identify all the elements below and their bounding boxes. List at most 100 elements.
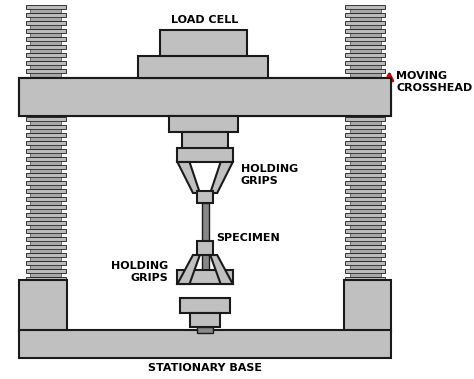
Bar xyxy=(30,218,62,221)
Bar xyxy=(350,169,381,173)
Bar xyxy=(345,197,385,201)
Bar xyxy=(350,49,381,53)
Bar xyxy=(345,213,385,218)
Bar xyxy=(350,249,381,253)
Bar xyxy=(345,237,385,241)
Bar xyxy=(350,138,381,141)
Bar xyxy=(350,33,381,37)
Bar xyxy=(19,78,391,116)
Bar xyxy=(26,197,66,201)
Bar xyxy=(345,61,385,66)
Bar xyxy=(26,181,66,185)
Bar xyxy=(30,9,62,13)
Bar xyxy=(30,66,62,69)
Bar xyxy=(350,121,381,125)
Bar xyxy=(26,37,66,41)
Bar xyxy=(345,13,385,17)
Bar xyxy=(350,265,381,269)
Bar xyxy=(26,13,66,17)
Bar xyxy=(350,241,381,245)
Bar xyxy=(26,245,66,249)
Bar xyxy=(30,233,62,237)
Bar xyxy=(26,261,66,265)
Bar xyxy=(30,121,62,125)
Text: SPECIMEN: SPECIMEN xyxy=(216,233,280,243)
Bar xyxy=(26,165,66,169)
Polygon shape xyxy=(210,162,233,193)
Bar xyxy=(26,85,66,89)
Bar xyxy=(26,77,66,81)
Bar xyxy=(30,129,62,133)
Bar xyxy=(350,185,381,189)
Bar xyxy=(345,53,385,57)
Bar xyxy=(26,237,66,241)
Bar xyxy=(160,30,246,56)
Bar xyxy=(30,97,62,101)
Bar xyxy=(345,149,385,153)
Bar xyxy=(345,221,385,226)
Bar xyxy=(345,117,385,121)
Bar xyxy=(345,269,385,273)
Bar xyxy=(30,226,62,229)
Bar xyxy=(26,53,66,57)
Bar xyxy=(345,29,385,33)
Bar xyxy=(30,169,62,173)
Bar xyxy=(26,21,66,25)
Bar xyxy=(26,157,66,161)
Bar xyxy=(30,146,62,149)
Bar xyxy=(345,277,385,281)
Bar xyxy=(19,280,67,332)
Bar xyxy=(350,273,381,277)
Bar xyxy=(345,261,385,265)
Bar xyxy=(138,56,268,78)
Bar xyxy=(30,17,62,21)
Bar xyxy=(345,205,385,210)
Bar xyxy=(30,273,62,277)
Bar xyxy=(30,49,62,53)
Bar xyxy=(26,69,66,74)
Bar xyxy=(30,257,62,261)
Bar xyxy=(350,281,381,285)
Bar xyxy=(350,41,381,45)
Bar xyxy=(30,138,62,141)
Bar xyxy=(345,229,385,233)
Text: HOLDING
GRIPS: HOLDING GRIPS xyxy=(240,164,298,186)
Bar xyxy=(345,181,385,185)
Bar xyxy=(26,117,66,121)
Bar xyxy=(26,125,66,129)
Bar xyxy=(26,277,66,281)
Bar xyxy=(26,189,66,193)
Bar xyxy=(345,93,385,97)
Bar xyxy=(345,141,385,146)
Bar xyxy=(30,210,62,213)
Bar xyxy=(350,113,381,117)
Bar xyxy=(350,161,381,165)
Bar xyxy=(30,74,62,77)
Bar xyxy=(197,327,213,333)
Bar xyxy=(350,105,381,109)
Polygon shape xyxy=(177,255,200,284)
Bar xyxy=(345,165,385,169)
Bar xyxy=(350,153,381,157)
Bar xyxy=(30,185,62,189)
Bar xyxy=(350,97,381,101)
Bar xyxy=(201,203,209,273)
Bar xyxy=(350,226,381,229)
Bar xyxy=(345,77,385,81)
Bar xyxy=(19,330,391,358)
Bar xyxy=(350,89,381,93)
Bar xyxy=(345,245,385,249)
Bar xyxy=(345,157,385,161)
Bar xyxy=(30,193,62,197)
Bar xyxy=(345,253,385,257)
Text: MOVING
CROSSHEAD: MOVING CROSSHEAD xyxy=(396,71,473,93)
Bar xyxy=(180,298,230,313)
Bar xyxy=(26,61,66,66)
Bar xyxy=(350,233,381,237)
Bar xyxy=(30,105,62,109)
Bar xyxy=(350,66,381,69)
Text: HOLDING
GRIPS: HOLDING GRIPS xyxy=(111,261,169,283)
Bar xyxy=(350,193,381,197)
Bar xyxy=(350,25,381,29)
Polygon shape xyxy=(210,255,233,284)
